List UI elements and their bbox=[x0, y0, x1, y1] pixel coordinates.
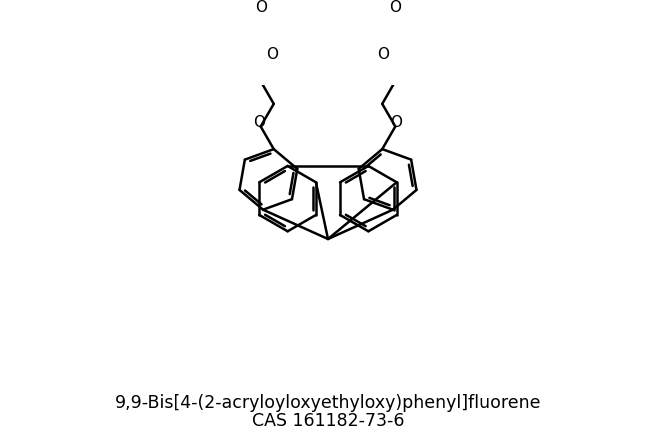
Text: CAS 161182-73-6: CAS 161182-73-6 bbox=[252, 411, 404, 429]
Text: O: O bbox=[266, 46, 279, 62]
Text: O: O bbox=[377, 46, 390, 62]
Text: O: O bbox=[390, 114, 403, 129]
Text: O: O bbox=[255, 0, 267, 15]
Text: O: O bbox=[253, 114, 266, 129]
Text: 9,9-Bis[4-(2-acryloyloxyethyloxy)phenyl]fluorene: 9,9-Bis[4-(2-acryloyloxyethyloxy)phenyl]… bbox=[115, 394, 541, 411]
Text: O: O bbox=[389, 0, 401, 15]
